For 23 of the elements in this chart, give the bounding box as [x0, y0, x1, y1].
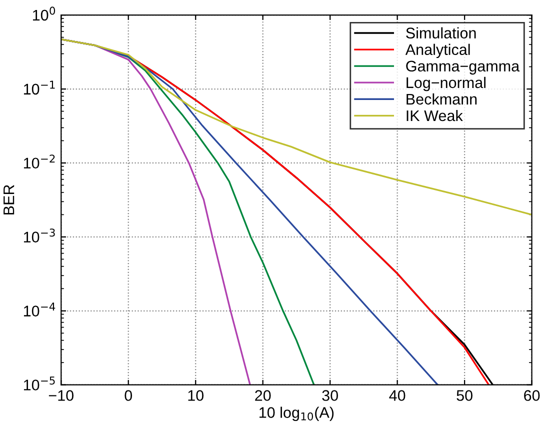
line-series — [61, 38, 532, 216]
y-tick-label: 10$^{−2}$ — [24, 154, 55, 169]
legend-label: Beckmann — [406, 93, 477, 105]
x-tick-label: 0 — [124, 390, 132, 401]
y-tick-label: 10$^{−5}$ — [24, 376, 55, 390]
x-tick-label: 50 — [456, 390, 472, 401]
y-tick-label: 10$^{−3}$ — [24, 228, 55, 242]
x-tick-label: 10 — [188, 390, 204, 401]
legend-label: Log−normal — [406, 76, 486, 92]
x-tick-label: 30 — [322, 390, 338, 401]
x-tick-label: −10 — [48, 390, 74, 401]
y-tick-label: 10$^{0}$ — [32, 6, 56, 21]
legend-label: Simulation — [406, 27, 476, 38]
x-axis-title: 10 log$_{10}$(A) — [260, 406, 334, 421]
y-tick-label: 10$^{−1}$ — [24, 80, 55, 95]
x-tick-label: 60 — [524, 390, 540, 401]
x-tick-label: 20 — [255, 390, 271, 401]
y-axis-title: BER — [4, 184, 14, 214]
legend-label: Analytical — [405, 44, 470, 58]
legend-label: IK Weak — [406, 110, 463, 122]
x-tick-label: 40 — [389, 390, 406, 401]
legend-label: Gamma−gamma — [406, 60, 520, 75]
y-tick-label: 10$^{−4}$ — [24, 302, 56, 316]
